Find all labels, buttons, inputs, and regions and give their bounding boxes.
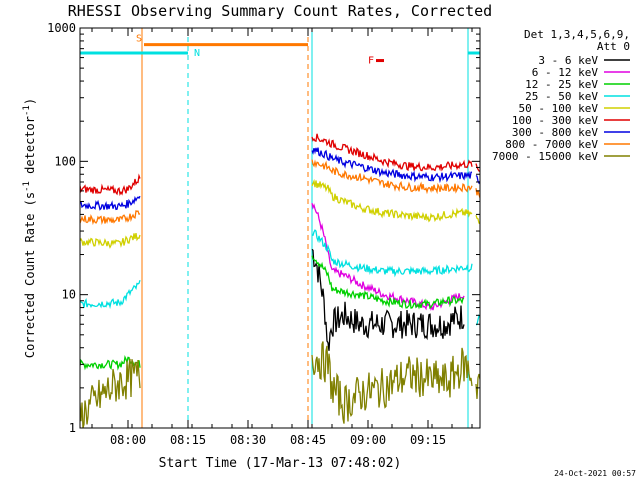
y-axis-label-part: detector xyxy=(23,116,37,181)
x-tick-label: 08:15 xyxy=(170,433,206,447)
y-tick-label: 100 xyxy=(54,154,76,168)
series-line xyxy=(80,358,141,428)
state-bar-label: F xyxy=(368,56,374,67)
x-axis-label: Start Time (17-Mar-13 07:48:02) xyxy=(159,456,402,471)
legend-entry-label: 25 - 50 keV xyxy=(525,90,598,103)
plot-frame xyxy=(79,27,481,429)
series-line xyxy=(311,255,465,310)
legend-entry-label: 12 - 25 keV xyxy=(525,78,598,91)
series-line xyxy=(311,341,473,424)
series-line xyxy=(311,248,465,351)
series-line xyxy=(80,173,141,197)
plot-area: S N F xyxy=(80,28,480,428)
y-axis-label-exp: -1 xyxy=(22,181,32,192)
legend-entry-label: 6 - 12 keV xyxy=(532,66,599,79)
y-axis-label: Corrected Count Rate (s-1 detector-1) xyxy=(22,98,37,358)
y-axis-label-part: Corrected Count Rate (s xyxy=(23,192,37,358)
legend-entry-label: 800 - 7000 keV xyxy=(505,138,598,151)
series-line xyxy=(80,210,141,226)
x-tick-label: 08:30 xyxy=(230,433,266,447)
legend-entry-label: 300 - 800 keV xyxy=(512,126,598,139)
y-tick-label: 1000 xyxy=(47,21,76,35)
legend-entry-label: 3 - 6 keV xyxy=(538,54,598,67)
legend-entry-label: 100 - 300 keV xyxy=(512,114,598,127)
legend-header-line: Att 0 xyxy=(597,40,630,53)
series-line xyxy=(311,229,473,278)
legend-header-line: Det 1,3,4,5,6,9, xyxy=(524,28,630,41)
x-tick-label: 09:00 xyxy=(350,433,386,447)
timestamp: 24-Oct-2021 00:57 xyxy=(554,469,636,478)
series-line xyxy=(311,133,473,172)
y-axis-label-part: ) xyxy=(23,98,37,105)
x-tick-label: 09:15 xyxy=(410,433,446,447)
y-tick-label: 10 xyxy=(62,288,76,302)
y-tick-label: 1 xyxy=(69,421,76,435)
x-tick-label: 08:00 xyxy=(110,433,146,447)
series-line xyxy=(311,178,473,223)
series-line xyxy=(80,280,141,310)
x-tick-label: 08:45 xyxy=(290,433,326,447)
y-axis-label-exp: -1 xyxy=(22,105,32,116)
series-line xyxy=(80,195,141,211)
legend-entry-label: 50 - 100 keV xyxy=(519,102,599,115)
chart-title: RHESSI Observing Summary Count Rates, Co… xyxy=(68,2,492,20)
axes: 1 10 100 1000 08:00 08:15 08:30 08:45 09:00 09:15 xyxy=(47,21,480,447)
legend-entry-label: 7000 - 15000 keV xyxy=(492,150,598,163)
series-line xyxy=(311,159,473,195)
state-bar-label: S xyxy=(136,34,142,45)
series-line xyxy=(80,232,141,249)
state-bar-label: N xyxy=(194,48,200,59)
series-line xyxy=(311,147,473,184)
